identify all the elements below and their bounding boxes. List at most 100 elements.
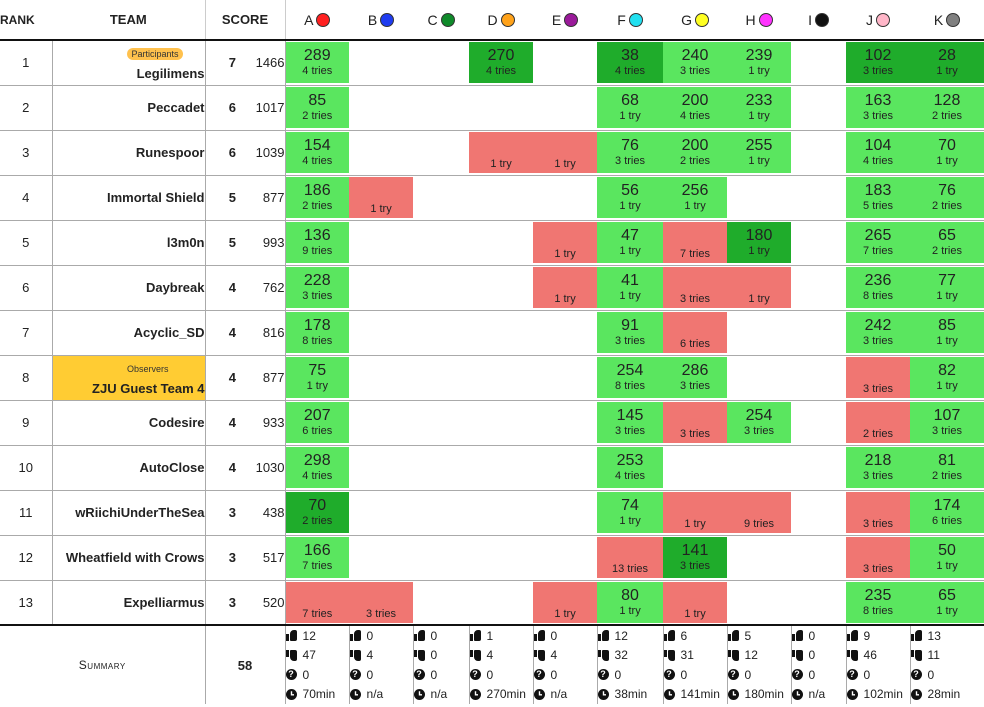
problem-cell-g[interactable]: 200 4 tries xyxy=(663,85,728,131)
problem-cell-b[interactable]: 1 try xyxy=(349,175,414,221)
team-name[interactable]: Peccadet xyxy=(147,100,205,115)
team-cell[interactable]: Wheatfield with Crows xyxy=(51,535,206,581)
problem-cell-f[interactable]: 41 1 try xyxy=(597,265,664,311)
team-name[interactable]: l3m0n xyxy=(166,235,205,250)
problem-cell-g[interactable]: 1 try xyxy=(663,580,728,626)
problem-cell-g[interactable]: 256 1 try xyxy=(663,175,728,221)
problem-cell-k[interactable]: 82 1 try xyxy=(910,355,984,401)
team-name[interactable]: ZJU Guest Team 4 xyxy=(92,380,205,396)
problem-header-i[interactable]: I xyxy=(791,0,847,41)
problem-cell-k[interactable]: 65 2 tries xyxy=(910,220,984,266)
problem-cell-f[interactable]: 13 tries xyxy=(597,535,664,581)
team-name[interactable]: wRiichiUnderTheSea xyxy=(75,505,205,520)
problem-cell-g[interactable]: 3 tries xyxy=(663,265,728,311)
problem-cell-f[interactable]: 76 3 tries xyxy=(597,130,664,176)
problem-cell-j[interactable]: 218 3 tries xyxy=(846,445,911,491)
problem-cell-k[interactable]: 28 1 try xyxy=(910,40,984,86)
problem-cell-g[interactable]: 240 3 tries xyxy=(663,40,728,86)
problem-cell-e[interactable]: 1 try xyxy=(533,130,598,176)
problem-cell-k[interactable]: 85 1 try xyxy=(910,310,984,356)
problem-cell-k[interactable]: 174 6 tries xyxy=(910,490,984,536)
problem-cell-a[interactable]: 228 3 tries xyxy=(285,265,350,311)
problem-cell-a[interactable]: 186 2 tries xyxy=(285,175,350,221)
team-name[interactable]: Acyclic_SD xyxy=(133,325,205,340)
problem-cell-f[interactable]: 254 8 tries xyxy=(597,355,664,401)
rank-header[interactable]: RANK xyxy=(0,0,52,41)
problem-cell-k[interactable]: 77 1 try xyxy=(910,265,984,311)
problem-cell-j[interactable]: 104 4 tries xyxy=(846,130,911,176)
problem-cell-g[interactable]: 6 tries xyxy=(663,310,728,356)
problem-header-f[interactable]: F xyxy=(597,0,664,41)
problem-cell-k[interactable]: 107 3 tries xyxy=(910,400,984,446)
problem-cell-f[interactable]: 91 3 tries xyxy=(597,310,664,356)
problem-cell-g[interactable]: 7 tries xyxy=(663,220,728,266)
problem-cell-j[interactable]: 2 tries xyxy=(846,400,911,446)
problem-cell-k[interactable]: 65 1 try xyxy=(910,580,984,626)
problem-cell-j[interactable]: 236 8 tries xyxy=(846,265,911,311)
team-name[interactable]: AutoClose xyxy=(139,460,205,475)
problem-cell-f[interactable]: 68 1 try xyxy=(597,85,664,131)
problem-cell-f[interactable]: 145 3 tries xyxy=(597,400,664,446)
team-name[interactable]: Immortal Shield xyxy=(106,190,205,205)
team-cell[interactable]: Daybreak xyxy=(51,265,206,311)
problem-cell-a[interactable]: 75 1 try xyxy=(285,355,350,401)
team-cell[interactable]: Acyclic_SD xyxy=(51,310,206,356)
problem-header-a[interactable]: A xyxy=(285,0,350,41)
problem-header-g[interactable]: G xyxy=(663,0,728,41)
team-name[interactable]: Daybreak xyxy=(145,280,205,295)
team-name[interactable]: Expelliarmus xyxy=(123,594,205,610)
problem-cell-e[interactable]: 1 try xyxy=(533,220,598,266)
problem-cell-j[interactable]: 242 3 tries xyxy=(846,310,911,356)
team-name[interactable]: Legilimens xyxy=(136,65,205,81)
problem-cell-k[interactable]: 70 1 try xyxy=(910,130,984,176)
problem-cell-d[interactable]: 270 4 tries xyxy=(469,40,534,86)
problem-cell-a[interactable]: 136 9 tries xyxy=(285,220,350,266)
problem-cell-j[interactable]: 3 tries xyxy=(846,490,911,536)
problem-cell-a[interactable]: 298 4 tries xyxy=(285,445,350,491)
problem-cell-d[interactable]: 1 try xyxy=(469,130,534,176)
problem-cell-h[interactable]: 180 1 try xyxy=(727,220,792,266)
problem-cell-j[interactable]: 265 7 tries xyxy=(846,220,911,266)
problem-cell-g[interactable]: 3 tries xyxy=(663,400,728,446)
team-cell[interactable]: Runespoor xyxy=(51,130,206,176)
problem-cell-f[interactable]: 253 4 tries xyxy=(597,445,664,491)
team-header[interactable]: TEAM xyxy=(52,0,206,41)
problem-header-d[interactable]: D xyxy=(469,0,534,41)
team-name[interactable]: Codesire xyxy=(148,415,205,430)
problem-header-b[interactable]: B xyxy=(349,0,414,41)
problem-cell-a[interactable]: 70 2 tries xyxy=(285,490,350,536)
team-cell[interactable]: Immortal Shield xyxy=(51,175,206,221)
problem-cell-j[interactable]: 3 tries xyxy=(846,535,911,581)
problem-cell-j[interactable]: 235 8 tries xyxy=(846,580,911,626)
team-cell[interactable]: wRiichiUnderTheSea xyxy=(51,490,206,536)
problem-cell-h[interactable]: 1 try xyxy=(727,265,792,311)
problem-cell-a[interactable]: 154 4 tries xyxy=(285,130,350,176)
team-cell[interactable]: Observers ZJU Guest Team 4 xyxy=(51,355,206,401)
problem-cell-k[interactable]: 128 2 tries xyxy=(910,85,984,131)
problem-cell-h[interactable]: 255 1 try xyxy=(727,130,792,176)
problem-cell-g[interactable]: 1 try xyxy=(663,490,728,536)
team-cell[interactable]: Peccadet xyxy=(51,85,206,131)
problem-cell-f[interactable]: 38 4 tries xyxy=(597,40,664,86)
problem-cell-a[interactable]: 85 2 tries xyxy=(285,85,350,131)
problem-header-c[interactable]: C xyxy=(413,0,470,41)
problem-header-j[interactable]: J xyxy=(846,0,911,41)
team-cell[interactable]: Participants Legilimens xyxy=(51,40,206,86)
team-cell[interactable]: Codesire xyxy=(51,400,206,446)
team-cell[interactable]: l3m0n xyxy=(51,220,206,266)
team-cell[interactable]: AutoClose xyxy=(51,445,206,491)
team-cell[interactable]: Expelliarmus xyxy=(51,580,206,626)
problem-cell-j[interactable]: 183 5 tries xyxy=(846,175,911,221)
problem-header-e[interactable]: E xyxy=(533,0,598,41)
problem-cell-g[interactable]: 141 3 tries xyxy=(663,535,728,581)
problem-cell-j[interactable]: 163 3 tries xyxy=(846,85,911,131)
problem-cell-e[interactable]: 1 try xyxy=(533,265,598,311)
problem-cell-k[interactable]: 76 2 tries xyxy=(910,175,984,221)
problem-cell-h[interactable]: 254 3 tries xyxy=(727,400,792,446)
problem-cell-a[interactable]: 178 8 tries xyxy=(285,310,350,356)
problem-cell-g[interactable]: 200 2 tries xyxy=(663,130,728,176)
problem-cell-k[interactable]: 50 1 try xyxy=(910,535,984,581)
problem-cell-h[interactable]: 239 1 try xyxy=(727,40,792,86)
problem-cell-h[interactable]: 233 1 try xyxy=(727,85,792,131)
problem-cell-a[interactable]: 289 4 tries xyxy=(285,40,350,86)
